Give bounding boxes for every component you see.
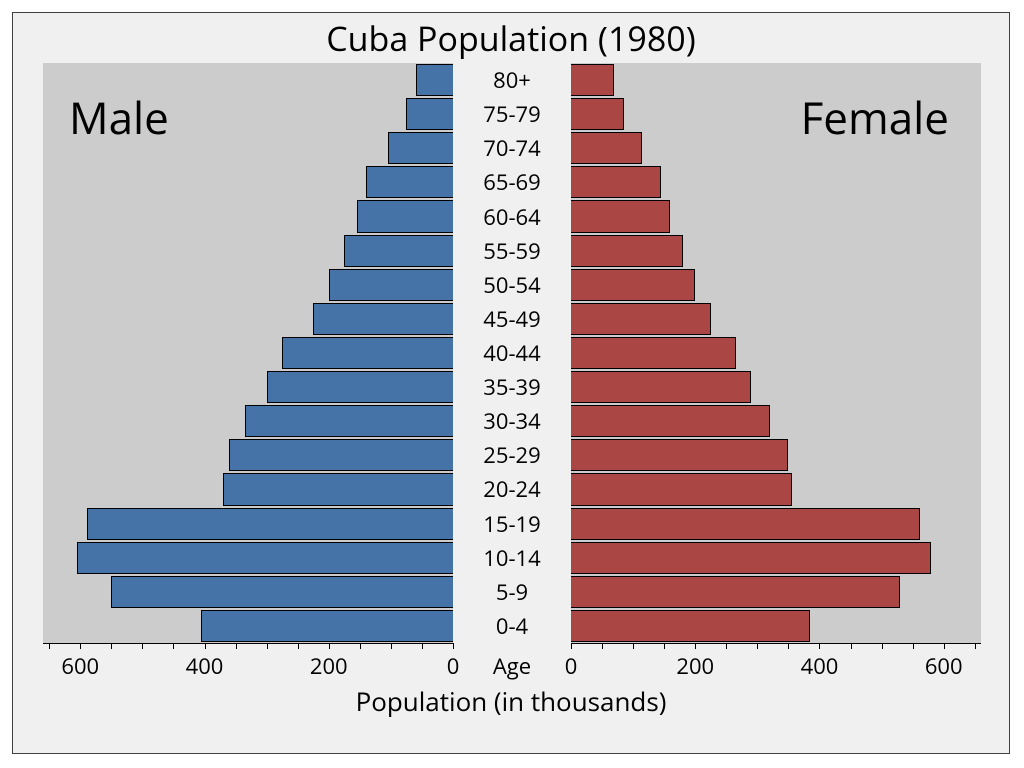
age-group-label: 80+	[453, 69, 571, 91]
female-plot-area	[571, 63, 981, 643]
female-bar	[571, 576, 900, 608]
x-tick-label: 0	[447, 651, 460, 681]
male-bar	[245, 405, 453, 437]
male-plot-area	[43, 63, 453, 643]
female-bar	[571, 405, 770, 437]
female-bar	[571, 508, 920, 540]
chart-title: Cuba Population (1980)	[13, 15, 1009, 61]
age-group-label: 60-64	[453, 206, 571, 228]
female-bar	[571, 98, 624, 130]
female-label: Female	[801, 87, 949, 147]
x-tick-label: 600	[61, 651, 99, 681]
age-group-label: 55-59	[453, 240, 571, 262]
female-bar	[571, 303, 711, 335]
male-bar	[329, 269, 453, 301]
female-bar	[571, 439, 788, 471]
female-bar	[571, 269, 695, 301]
female-bar	[571, 200, 670, 232]
female-bar	[571, 542, 931, 574]
x-tick-label: 400	[801, 651, 839, 681]
male-bar	[388, 132, 453, 164]
male-bar	[77, 542, 453, 574]
x-tick-label: 200	[676, 651, 714, 681]
female-bar	[571, 64, 614, 96]
age-group-label: 5-9	[453, 581, 571, 603]
age-group-label: 75-79	[453, 103, 571, 125]
male-bar	[267, 371, 453, 403]
age-group-label: 50-54	[453, 274, 571, 296]
female-bar	[571, 132, 642, 164]
age-group-label: 10-14	[453, 547, 571, 569]
female-bar	[571, 235, 683, 267]
age-group-label: 35-39	[453, 376, 571, 398]
male-bar	[406, 98, 453, 130]
male-bar	[229, 439, 453, 471]
x-axis-label: Population (in thousands)	[13, 683, 1009, 719]
age-group-label: 20-24	[453, 478, 571, 500]
age-group-label: 45-49	[453, 308, 571, 330]
x-tick-label: 200	[310, 651, 348, 681]
age-group-label: 25-29	[453, 444, 571, 466]
age-group-label: 65-69	[453, 171, 571, 193]
male-bar	[201, 610, 453, 642]
male-bar	[313, 303, 453, 335]
female-bar	[571, 337, 736, 369]
age-group-labels: 80+ 75-79 70-74 65-69 60-64 55-59 50-54 45-49 40…	[453, 63, 571, 643]
male-bar	[111, 576, 453, 608]
age-group-label: 0-4	[453, 615, 571, 637]
age-group-label: 40-44	[453, 342, 571, 364]
age-group-label: 15-19	[453, 513, 571, 535]
male-bar	[282, 337, 453, 369]
male-bar	[366, 166, 453, 198]
female-bar	[571, 610, 810, 642]
x-tick-label: 600	[925, 651, 963, 681]
x-tick-label: 0	[565, 651, 578, 681]
female-bar	[571, 371, 751, 403]
male-bar	[344, 235, 453, 267]
female-bar	[571, 166, 661, 198]
age-axis-title: Age	[453, 651, 571, 681]
chart-frame: Cuba Population (1980) Male Female 80+ 75…	[12, 12, 1010, 754]
male-bar	[416, 64, 453, 96]
age-group-label: 70-74	[453, 137, 571, 159]
male-bar	[223, 473, 453, 505]
male-bar	[87, 508, 454, 540]
male-bar	[357, 200, 453, 232]
female-bar	[571, 473, 792, 505]
age-group-label: 30-34	[453, 410, 571, 432]
x-tick-label: 400	[186, 651, 224, 681]
male-label: Male	[69, 87, 169, 147]
